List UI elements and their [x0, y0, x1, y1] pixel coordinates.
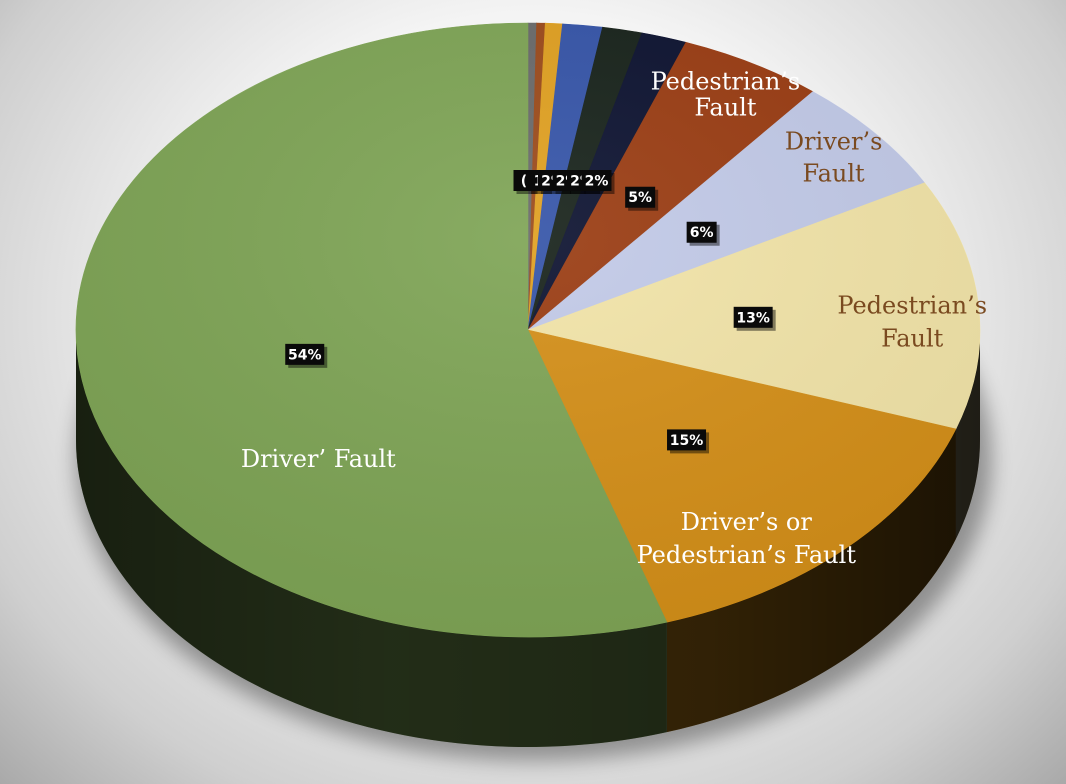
pie-percent-label: 15% [670, 433, 704, 449]
pie-slice-label: Driver’s or [681, 508, 813, 536]
pie-slice-label: Pedestrian’s Fault [637, 541, 857, 569]
pie-slice-label: Fault [803, 159, 865, 187]
pie-percent-label: 5% [628, 190, 652, 206]
pie-slice-label: Pedestrian’s [837, 291, 987, 319]
pie-percent-label: 54% [288, 347, 322, 363]
pie-percent-badge: 54% [285, 343, 328, 368]
pie-percent-label: 13% [736, 310, 770, 326]
pie-percent-badge: 2% [581, 170, 615, 194]
pie-percent-badge: 5% [625, 186, 659, 211]
pie-percent-label: ( [521, 174, 527, 190]
pie-slice-label: Driver’ Fault [241, 445, 396, 473]
pie-percent-label: 2% [585, 174, 609, 190]
pie-percent-badge: 6% [686, 221, 720, 246]
pie-slice-label: Fault [694, 94, 756, 122]
pie-slice-label: Fault [881, 324, 943, 352]
pie-percent-label: 6% [690, 225, 714, 241]
pie-slice-label: Pedestrian’s [651, 67, 801, 95]
pie-slice-label: Driver’s [785, 128, 883, 156]
pie-side-shading [76, 330, 980, 747]
pie-percent-badge: 13% [733, 306, 776, 331]
pie-percent-badge: 15% [667, 429, 710, 454]
pie-top-sheen [76, 23, 980, 637]
